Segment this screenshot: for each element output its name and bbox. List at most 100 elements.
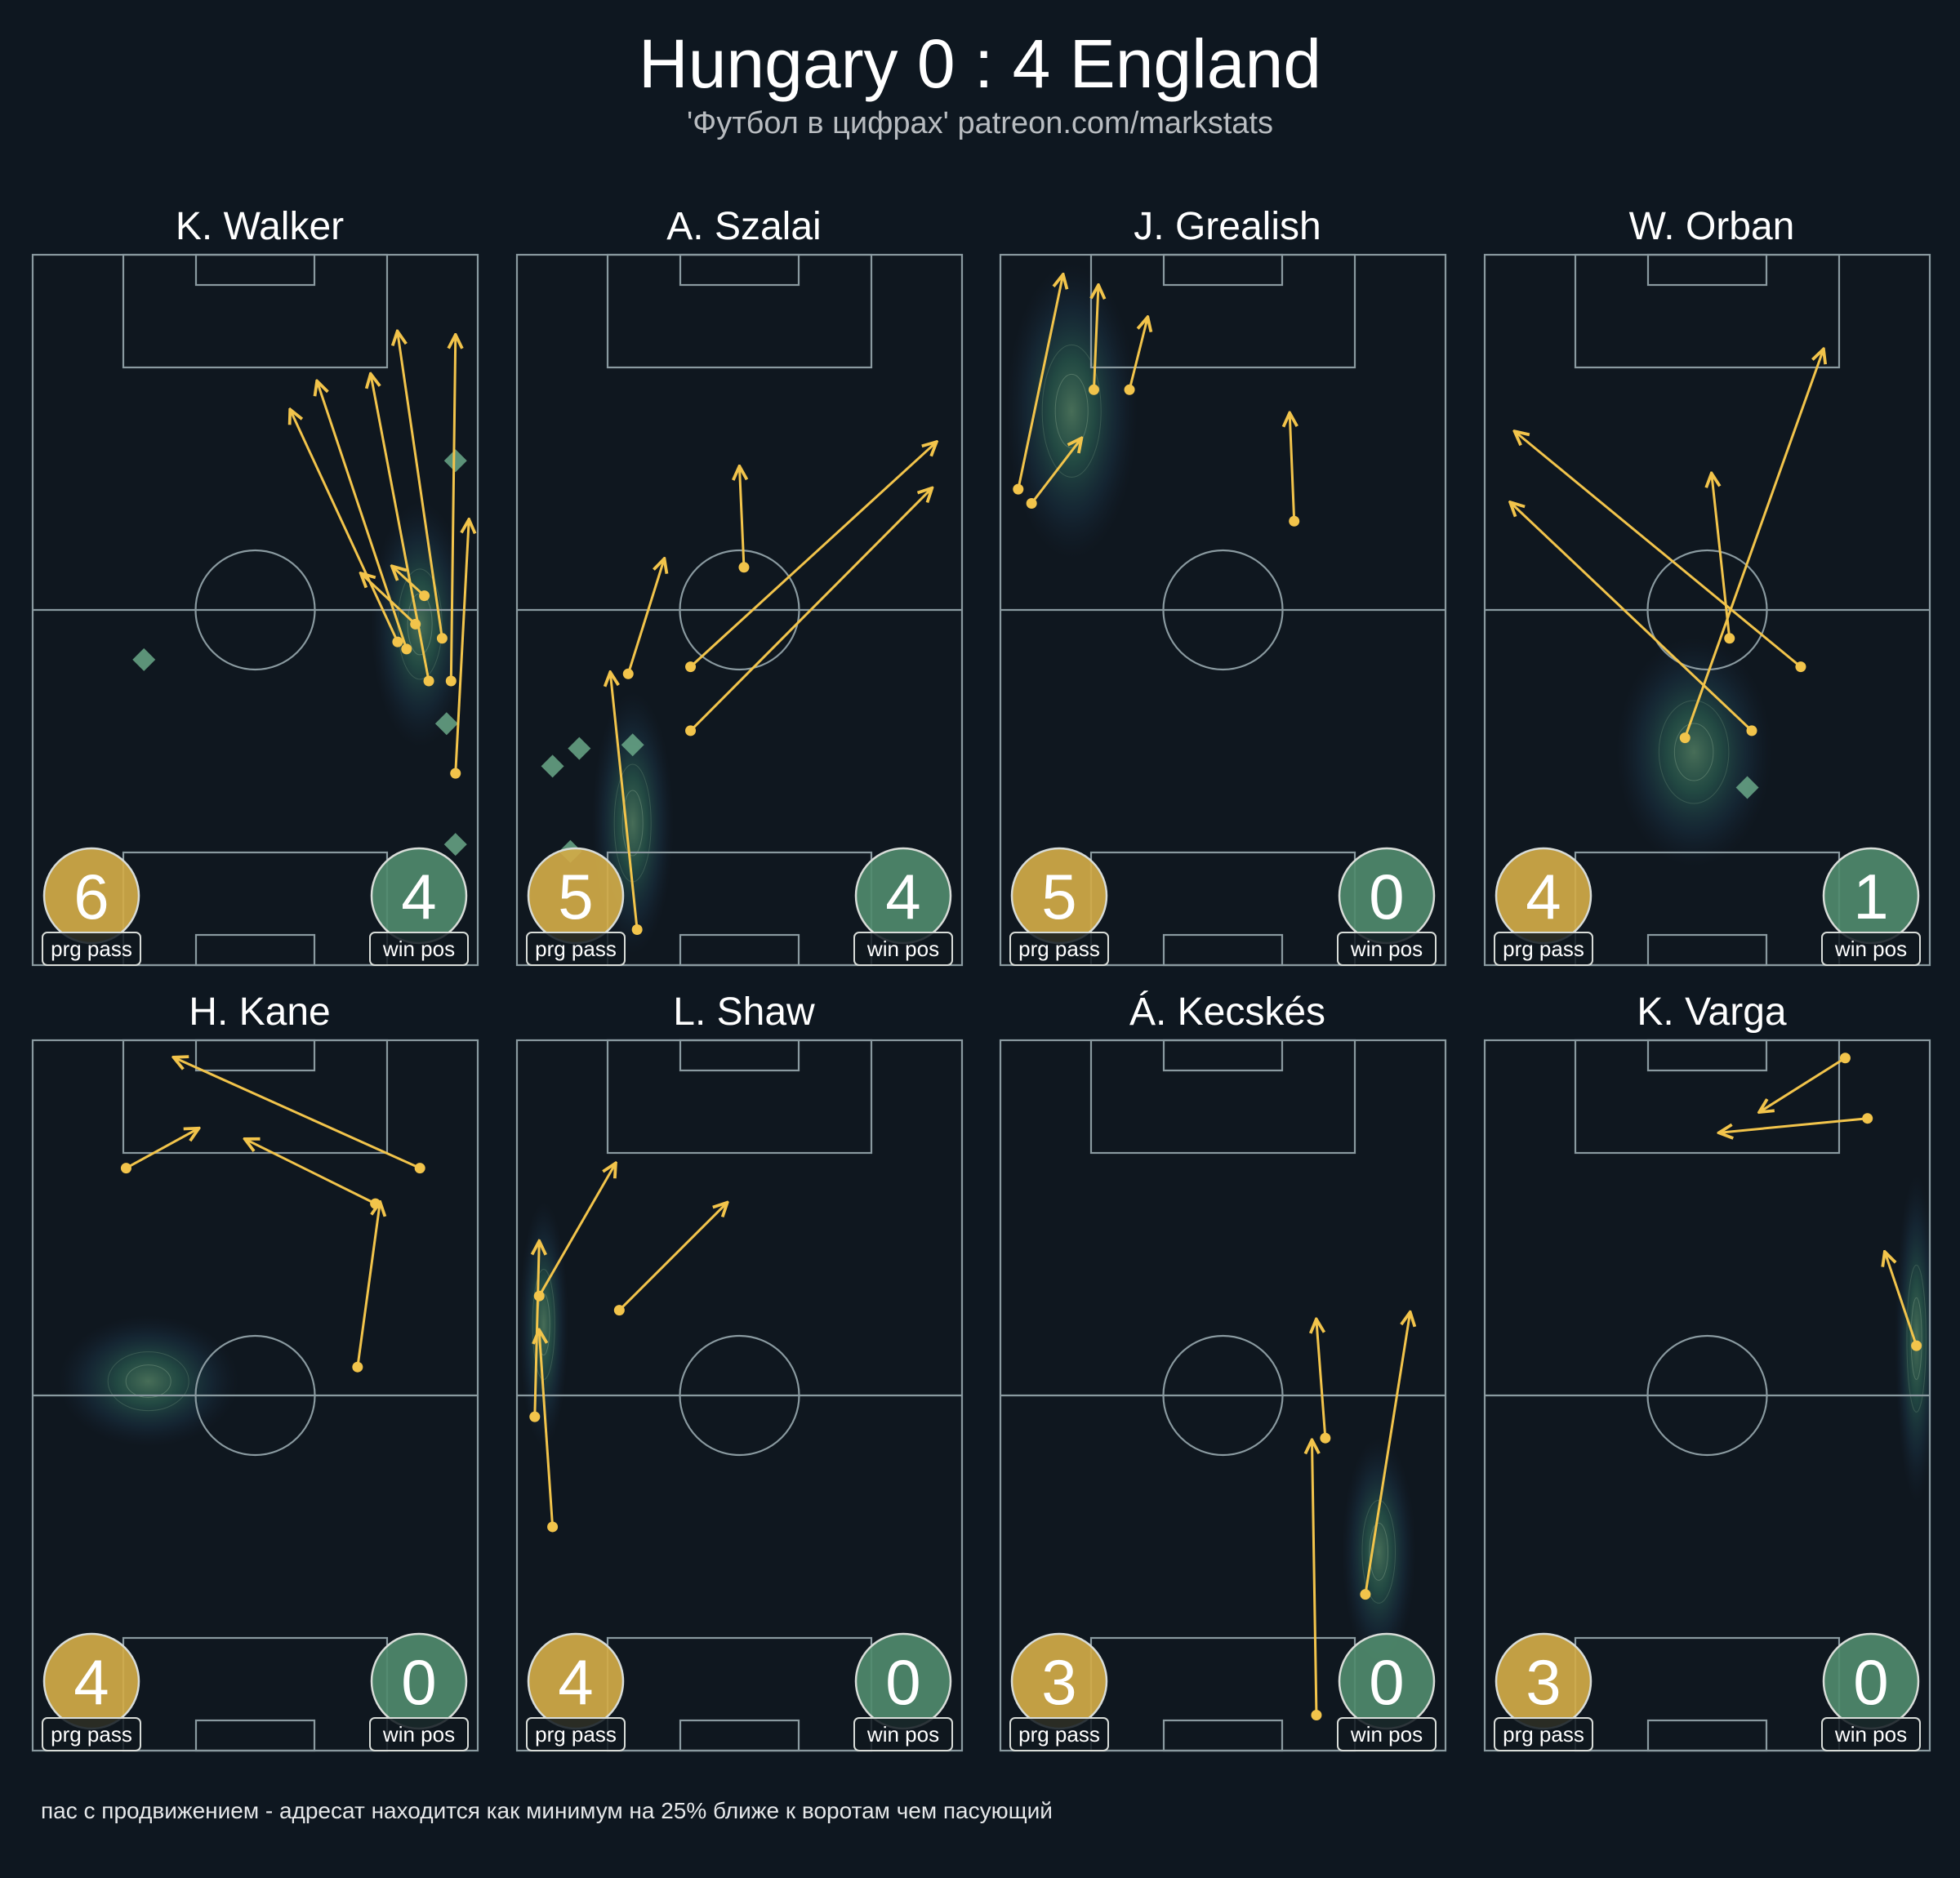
player-name: K. Varga	[1637, 990, 1787, 1034]
heat-zone	[519, 1202, 568, 1447]
pass-arrow	[175, 1058, 421, 1169]
progressive-pass	[610, 674, 643, 935]
prg-pass-badge-label: prg pass	[1018, 1722, 1100, 1747]
progressive-pass	[352, 1204, 380, 1373]
pass-arrow	[291, 411, 399, 643]
prg-pass-badge-value: 4	[558, 1646, 593, 1718]
pass-arrow	[537, 1164, 615, 1297]
prg-pass-badge: 4 prg pass	[526, 1632, 626, 1751]
pitch: 3 prg pass 0 win pos	[1483, 1039, 1931, 1752]
pass-origin-dot	[419, 590, 430, 602]
pass-origin-dot	[414, 1163, 425, 1174]
page-subtitle: 'Футбол в цифрах' patreon.com/markstats	[687, 106, 1273, 140]
pass-arrow	[1312, 1442, 1316, 1716]
prg-pass-badge-label-box	[1494, 1717, 1593, 1751]
win-pos-badge-label-box	[853, 1717, 953, 1751]
pass-arrow	[740, 468, 744, 567]
pitch: 6 prg pass 4 win pos	[31, 253, 479, 967]
heat-contour	[1369, 1522, 1388, 1581]
progressive-pass	[175, 1058, 425, 1174]
center-circle	[1646, 1334, 1768, 1457]
win-pos-badge-value: 1	[1853, 861, 1888, 932]
progressive-pass	[1013, 276, 1063, 495]
progressive-pass	[291, 411, 403, 648]
win-pos-badge: 1 win pos	[1821, 847, 1921, 966]
pass-arrow	[539, 1332, 555, 1528]
pass-arrow	[362, 575, 416, 625]
pass-arrow	[1316, 1321, 1327, 1439]
center-circle	[1646, 549, 1768, 671]
pass-origin-dot	[1862, 1113, 1873, 1124]
player-name: L. Shaw	[673, 990, 815, 1034]
pass-origin-dot	[1911, 1340, 1922, 1351]
win-pos-badge-label: win pos	[382, 937, 455, 961]
prg-pass-badge-label: prg pass	[1503, 1722, 1584, 1747]
goal-box-top	[1646, 1039, 1768, 1072]
pass-arrow	[1512, 504, 1753, 732]
heat-zone	[58, 1315, 238, 1447]
win-pos-badge: 0 win pos	[1337, 847, 1437, 966]
win-pos-badge-label-box	[369, 1717, 469, 1751]
prg-pass-badge-value: 5	[558, 861, 593, 932]
pass-arrow	[318, 383, 408, 650]
pass-origin-dot	[1311, 1710, 1322, 1720]
center-circle	[194, 549, 316, 671]
win-pos-badge-label-box	[1821, 1717, 1921, 1751]
goal-box-top	[679, 253, 800, 287]
pass-arrow	[1128, 318, 1147, 390]
player-panel: A. Szalai 5 prg pass 4 win pos	[515, 204, 973, 972]
heat-zone	[1006, 264, 1138, 559]
win-pos-badge-label: win pos	[1350, 937, 1423, 961]
heat-contour	[1361, 1499, 1396, 1604]
goal-box-bottom	[1162, 1719, 1284, 1752]
pass-origin-dot	[1124, 384, 1135, 395]
win-pos-marker	[541, 754, 564, 778]
heat-contour	[1658, 700, 1730, 804]
player-name: H. Kane	[189, 990, 331, 1034]
prg-pass-badge-label-box	[1009, 1717, 1109, 1751]
pass-arrow	[1017, 276, 1063, 490]
progressive-pass	[1721, 1113, 1873, 1133]
win-pos-badge: 0 win pos	[369, 1632, 469, 1751]
progressive-pass	[1316, 1321, 1331, 1444]
progressive-pass	[622, 560, 664, 679]
pass-origin-dot	[436, 633, 448, 644]
progressive-pass	[685, 489, 931, 737]
progressive-pass	[445, 336, 457, 687]
win-pos-marker	[132, 648, 156, 671]
pass-arrow	[1886, 1253, 1918, 1346]
player-name: Á. Kecskés	[1129, 990, 1326, 1034]
pass-arrow	[1721, 1117, 1868, 1133]
prg-pass-badge-label: prg pass	[1018, 937, 1100, 961]
pass-arrow	[1761, 1057, 1846, 1111]
progressive-pass	[533, 1164, 615, 1302]
prg-pass-badge-value: 3	[1526, 1646, 1561, 1718]
win-pos-badge-label: win pos	[1834, 1722, 1907, 1747]
prg-pass-badge: 5 prg pass	[1009, 847, 1109, 966]
prg-pass-badge-label-box	[42, 932, 141, 966]
player-panel: J. Grealish 5 prg pass 0 win pos	[999, 204, 1456, 972]
prg-pass-badge-label: prg pass	[51, 937, 132, 961]
prg-pass-badge-label: prg pass	[535, 937, 617, 961]
pass-origin-dot	[1088, 384, 1099, 395]
prg-pass-badge-label-box	[42, 1717, 141, 1751]
pass-origin-dot	[1026, 498, 1037, 509]
center-circle	[679, 549, 800, 671]
win-pos-badge-label-box	[1821, 932, 1921, 966]
win-pos-marker	[621, 733, 644, 757]
progressive-pass	[613, 1204, 726, 1316]
pass-origin-dot	[1746, 725, 1757, 737]
win-pos-badge-label: win pos	[866, 1722, 939, 1747]
win-pos-badge: 0 win pos	[1821, 1632, 1921, 1751]
center-circle	[679, 1334, 800, 1457]
pass-origin-dot	[450, 768, 461, 779]
prg-pass-badge-value: 6	[74, 861, 109, 932]
player-name: W. Orban	[1628, 205, 1795, 248]
goal-box-bottom	[1646, 933, 1768, 967]
pass-arrow	[1290, 415, 1294, 522]
progressive-pass	[1516, 433, 1806, 673]
heat-contour	[621, 790, 644, 857]
win-pos-badge-value: 0	[1369, 1646, 1404, 1718]
prg-pass-badge-value: 5	[1041, 861, 1076, 932]
win-pos-badge-value: 0	[1369, 861, 1404, 932]
